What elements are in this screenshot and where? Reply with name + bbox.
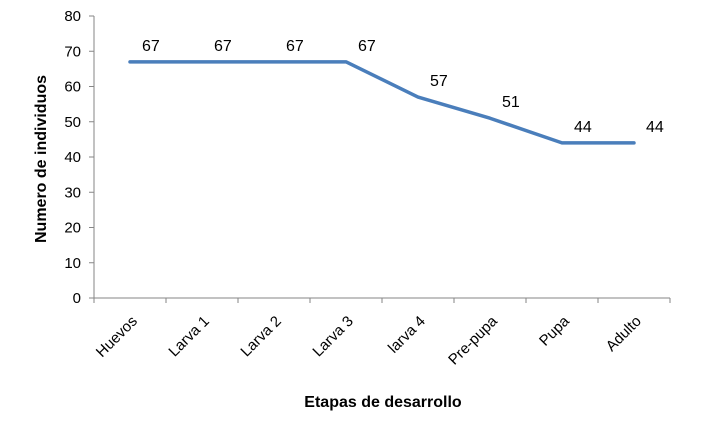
x-axis: Huevos Larva 1 Larva 2 Larva 3 larva 4 Pre-pu… (93, 297, 671, 368)
y-tick-label: 30 (64, 184, 81, 201)
x-tick-label: Pupa (536, 312, 573, 349)
y-tick-label: 50 (64, 114, 81, 131)
data-label: 44 (646, 119, 664, 136)
y-tick-label: 60 (64, 79, 81, 96)
data-label: 57 (430, 73, 448, 90)
x-tick-label: Adulto (603, 313, 645, 355)
x-tick-label: Pre-pupa (445, 312, 501, 368)
data-point (416, 95, 420, 99)
data-point (272, 60, 276, 64)
y-tick-label: 20 (64, 220, 81, 237)
y-tick-label: 80 (64, 8, 81, 25)
x-tick-label: Huevos (93, 313, 141, 361)
data-point (488, 116, 492, 120)
data-labels-group: 67 67 67 67 57 51 44 44 (142, 38, 664, 136)
y-axis: 0 10 20 30 40 50 60 70 80 (64, 8, 95, 307)
data-point (560, 141, 564, 145)
data-label: 67 (142, 38, 160, 55)
x-tick-label: Larva 1 (165, 313, 212, 360)
data-label: 67 (214, 38, 232, 55)
data-label: 67 (286, 38, 304, 55)
series-line (128, 60, 636, 145)
y-axis-title: Numero de individuos (33, 75, 50, 243)
data-point (632, 141, 636, 145)
data-point (344, 60, 348, 64)
data-label: 67 (358, 38, 376, 55)
x-axis-title: Etapas de desarrollo (304, 394, 462, 411)
x-tick-label: Larva 2 (237, 313, 284, 360)
y-tick-label: 10 (64, 255, 81, 272)
y-tick-label: 0 (73, 290, 81, 307)
y-tick-label: 40 (64, 149, 81, 166)
data-label: 51 (502, 94, 520, 111)
x-tick-label: larva 4 (385, 313, 429, 357)
data-point (200, 60, 204, 64)
x-tick-label: Larva 3 (309, 313, 356, 360)
data-point (128, 60, 132, 64)
series-group (128, 60, 636, 145)
data-label: 44 (574, 119, 592, 136)
y-tick-label: 70 (64, 43, 81, 60)
